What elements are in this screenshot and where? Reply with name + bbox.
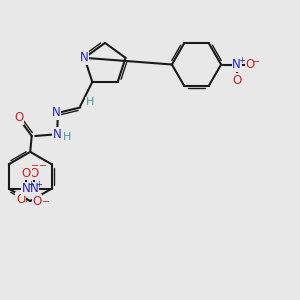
Text: O: O bbox=[232, 74, 241, 87]
Text: O: O bbox=[246, 58, 255, 71]
Text: +: + bbox=[35, 180, 42, 189]
Text: O: O bbox=[22, 167, 31, 180]
Text: −: − bbox=[32, 161, 40, 171]
Text: N: N bbox=[53, 128, 62, 141]
Text: −: − bbox=[251, 56, 260, 67]
Text: N: N bbox=[52, 106, 61, 119]
Text: N: N bbox=[80, 51, 89, 64]
Text: N: N bbox=[232, 58, 241, 71]
Text: O: O bbox=[14, 112, 23, 124]
Text: O: O bbox=[29, 167, 39, 180]
Text: +: + bbox=[27, 180, 34, 189]
Text: H: H bbox=[86, 97, 94, 107]
Text: N: N bbox=[22, 182, 31, 195]
Text: −: − bbox=[39, 161, 47, 171]
Text: O: O bbox=[32, 195, 41, 208]
Text: +: + bbox=[238, 56, 244, 65]
Text: N: N bbox=[30, 182, 38, 195]
Text: −: − bbox=[42, 197, 50, 207]
Text: O: O bbox=[16, 193, 25, 206]
Text: H: H bbox=[63, 133, 71, 142]
